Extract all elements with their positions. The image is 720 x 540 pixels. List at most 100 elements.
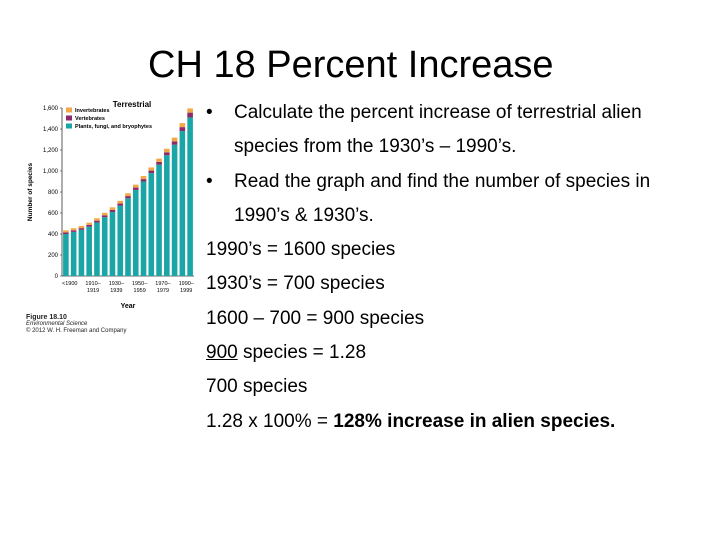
y-tick-label: 1,000 (43, 169, 59, 175)
final-prefix: 1.28 x 100% = (206, 410, 334, 432)
bar-segment (156, 158, 162, 162)
chart-legend: Invertebrates Vertebrates Plants, fungi, a… (66, 107, 152, 130)
bar-segment (140, 181, 147, 276)
bar-segment (164, 152, 170, 156)
bar-segment (86, 226, 92, 276)
final-answer: 128% increase in alien species. (333, 410, 616, 432)
bar-segment (101, 212, 108, 216)
chart-title: Terrestrial (113, 100, 152, 109)
bar-segment (70, 231, 77, 276)
y-tick-label: 1,400 (43, 127, 59, 133)
bar-segment (148, 173, 155, 276)
bar-segment (78, 229, 85, 276)
x-tick-label-top: 1910– (85, 281, 101, 287)
bar-segment (179, 127, 186, 132)
bar-segment (63, 234, 69, 276)
bar-segment (171, 141, 178, 145)
x-tick-label-top: <1900 (62, 281, 77, 287)
bar-segment (70, 230, 77, 232)
x-tick-label-top: 1950– (132, 281, 148, 287)
bar-segment (109, 207, 116, 210)
legend-label: Vertebrates (75, 116, 105, 122)
x-tick-label-top: 1990– (179, 281, 195, 287)
bar-segment (132, 189, 139, 276)
bar-segment (125, 193, 131, 197)
figure-number: Figure 18.10 (26, 314, 67, 321)
x-tick-label-bottom: 1959 (134, 288, 146, 294)
work-subtraction: 1600 – 700 = 900 species (206, 307, 425, 329)
bar-segment (86, 224, 92, 227)
bar-segment (94, 220, 100, 223)
bar-segment (101, 217, 108, 276)
bullet-calculate-line2: species from the 1930’s – 1990’s. (234, 136, 517, 158)
bar-segment (140, 179, 147, 182)
legend-swatch (66, 123, 72, 129)
chart-canvas: Terrestrial Number of species Year 0 200 4… (22, 98, 202, 346)
y-tick-label: 600 (48, 211, 59, 217)
y-tick-label: 1,600 (43, 106, 59, 112)
x-tick-label-bottom: 1999 (180, 288, 192, 294)
bar-segment (117, 200, 124, 204)
bar-segment (179, 131, 186, 276)
x-tick-label-bottom: 1939 (110, 288, 122, 294)
chart-y-axis-label: Number of species (27, 163, 34, 222)
bar-segment (156, 164, 162, 276)
y-tick-label: 200 (48, 253, 59, 259)
x-tick-label-bottom: 1919 (87, 288, 99, 294)
x-tick-label-top: 1970– (155, 281, 171, 287)
fraction-denominator: 700 species (206, 376, 308, 398)
bar-segment (78, 228, 85, 230)
chart-bars (63, 108, 193, 276)
legend-swatch (66, 115, 72, 121)
y-tick-label: 400 (48, 232, 59, 238)
bar-segment (86, 222, 92, 225)
bar-segment (101, 215, 108, 218)
bar-segment (187, 112, 193, 118)
bar-segment (125, 198, 131, 276)
y-tick-label: 0 (55, 274, 59, 280)
bar-segment (164, 148, 170, 153)
legend-label: Plants, fungi, and bryophytes (75, 124, 152, 130)
bar-segment (148, 170, 155, 174)
bar-segment (187, 117, 193, 276)
figure-copyright: © 2012 W. H. Freeman and Company (26, 328, 127, 334)
x-tick-label-top: 1930– (109, 281, 125, 287)
x-tick-label-bottom: 1979 (157, 288, 169, 294)
chart-x-axis-label: Year (121, 303, 136, 310)
bullet-read-graph-line2: 1990’s & 1930’s. (234, 204, 374, 226)
work-fraction-line: 900 species = 1.28 (206, 336, 720, 370)
bar-segment (117, 203, 124, 206)
fraction-result: species = 1.28 (237, 342, 367, 364)
bar-segment (179, 123, 186, 128)
bar-segment (94, 218, 100, 221)
bar-segment (70, 228, 77, 231)
bar-segment (164, 155, 170, 276)
bar-segment (187, 108, 193, 113)
bar-segment (78, 225, 85, 229)
work-1930s: 1930’s = 700 species (206, 273, 385, 295)
legend-swatch (66, 107, 72, 113)
bar-segment (109, 209, 116, 212)
bar-segment (156, 161, 162, 165)
terrestrial-species-chart: Terrestrial Number of species Year 0 200 4… (22, 98, 202, 346)
figure-source: Environmental Science (26, 321, 88, 327)
bar-segment (117, 205, 124, 276)
y-tick-label: 1,200 (43, 148, 59, 154)
bar-segment (140, 176, 147, 180)
bullet-calculate-line1: Calculate the percent increase of terres… (206, 96, 720, 131)
legend-label: Invertebrates (75, 108, 110, 114)
bullet-read-graph-line1: Read the graph and find the number of sp… (206, 165, 720, 200)
bar-segment (94, 222, 100, 276)
slide-title: CH 18 Percent Increase (148, 44, 554, 86)
figure-caption: Figure 18.10 Environmental Science © 201… (26, 314, 136, 335)
bar-segment (109, 211, 116, 276)
bar-segment (63, 232, 69, 234)
bar-segment (132, 184, 139, 188)
bar-segment (125, 196, 131, 199)
work-final-line: 1.28 x 100% = 128% increase in alien spe… (206, 405, 720, 439)
slide-body: Calculate the percent increase of terres… (206, 96, 720, 439)
bar-segment (148, 167, 155, 171)
y-tick-label: 800 (48, 190, 59, 196)
bar-segment (63, 230, 69, 233)
bar-segment (171, 144, 178, 276)
